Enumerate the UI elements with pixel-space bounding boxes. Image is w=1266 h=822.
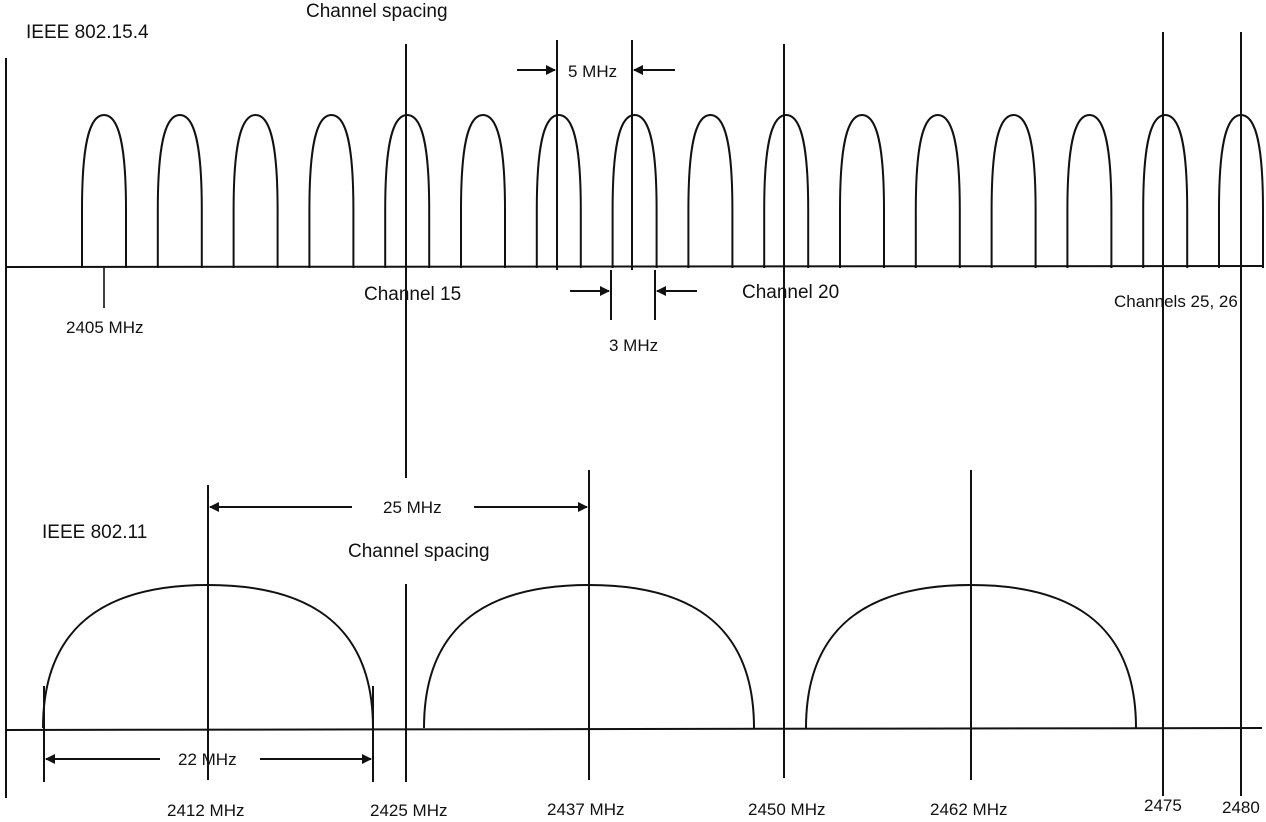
zigbee-channel-24 xyxy=(1066,113,1113,268)
freq-label-2450: 2450 MHz xyxy=(748,800,825,819)
zigbee-bandwidth-label: 3 MHz xyxy=(609,336,658,355)
zigbee-channel-15 xyxy=(384,113,431,268)
freq-label-2462: 2462 MHz xyxy=(930,800,1007,819)
freq-label-2475: 2475 xyxy=(1144,796,1182,815)
zigbee-channel-19 xyxy=(687,113,734,268)
zigbee-spacing-label: 5 MHz xyxy=(568,62,617,81)
zigbee-title: IEEE 802.15.4 xyxy=(26,22,149,43)
freq-label-2480: 2480 xyxy=(1222,798,1260,817)
zigbee-channel-18 xyxy=(611,113,658,268)
zigbee-channel-group xyxy=(81,113,1264,268)
wifi-spacing-text-label: Channel spacing xyxy=(348,541,490,562)
zigbee-channel-22 xyxy=(914,113,961,268)
wifi-spacing-value-label: 25 MHz xyxy=(383,498,442,517)
zigbee-channel-16 xyxy=(460,113,506,268)
wifi-bandwidth-label: 22 MHz xyxy=(178,750,237,769)
zigbee-channel-11 xyxy=(81,113,127,268)
zigbee-channel-13 xyxy=(232,113,279,268)
zigbee-channel-12 xyxy=(156,113,203,268)
freq-label-2412: 2412 MHz xyxy=(167,801,244,820)
wifi-title: IEEE 802.11 xyxy=(42,522,147,543)
freq-label-2425: 2425 MHz xyxy=(370,801,447,820)
channels-25-26-label: Channels 25, 26 xyxy=(1114,292,1238,311)
zigbee-channel-21 xyxy=(839,113,885,268)
zigbee-start-freq-label: 2405 MHz xyxy=(66,318,143,337)
top-title: Channel spacing xyxy=(306,1,448,22)
zigbee-channel-20 xyxy=(763,113,810,268)
zigbee-baseline xyxy=(5,265,1263,268)
channel-20-label: Channel 20 xyxy=(742,282,839,303)
zigbee-channel-17 xyxy=(535,113,582,268)
zigbee-channel-23 xyxy=(990,113,1037,268)
zigbee-channel-14 xyxy=(308,113,355,268)
channel-15-label: Channel 15 xyxy=(364,284,461,305)
zigbee-channel-25 xyxy=(1142,113,1189,268)
freq-label-2437: 2437 MHz xyxy=(547,800,624,819)
wifi-baseline xyxy=(5,727,1263,731)
